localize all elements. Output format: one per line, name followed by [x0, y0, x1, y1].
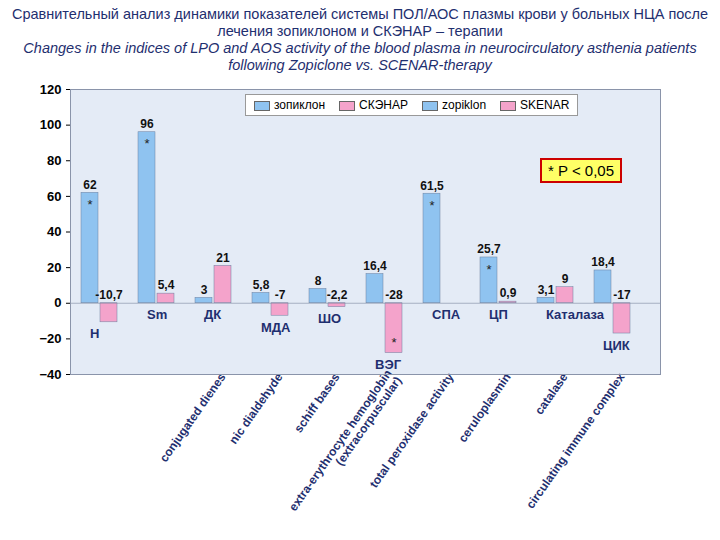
- svg-text:0: 0: [54, 295, 61, 310]
- svg-text:*: *: [429, 198, 434, 213]
- svg-text:9: 9: [562, 272, 569, 286]
- html-text:Changes in the indices of LPO: Changes in the indices of LPO and AOS ac…: [23, 40, 697, 73]
- svg-text:Sm: Sm: [147, 307, 167, 322]
- svg-text:5,8: 5,8: [253, 278, 270, 292]
- svg-text:*: *: [486, 262, 491, 277]
- svg-text:25,7: 25,7: [477, 242, 501, 256]
- svg-text:-2,2: -2,2: [327, 288, 348, 302]
- svg-text:schiff bases: schiff bases: [291, 370, 342, 435]
- svg-text:0,9: 0,9: [500, 286, 517, 300]
- svg-text:*: *: [87, 197, 92, 212]
- svg-text:-17: -17: [613, 288, 631, 302]
- svg-text:96: 96: [140, 117, 154, 131]
- svg-text:ceruloplasmin: ceruloplasmin: [455, 370, 513, 445]
- svg-text:extra-erythrocyte hemoglobin(e: extra-erythrocyte hemoglobin(extracorpus…: [286, 367, 404, 521]
- svg-text:total peroxidase activity: total peroxidase activity: [367, 370, 457, 490]
- svg-text:8: 8: [315, 274, 322, 288]
- html-text:зопиклон: зопиклон: [274, 98, 326, 112]
- html-text:СКЭНАР: СКЭНАР: [359, 98, 408, 112]
- svg-text:40: 40: [47, 224, 61, 239]
- svg-text:−20: −20: [39, 331, 61, 346]
- svg-text:*: *: [144, 136, 149, 151]
- svg-text:conjugated dienes: conjugated dienes: [157, 370, 229, 465]
- html-text:Сравнительный анализ динамики: Сравнительный анализ динамики показателе…: [11, 6, 709, 39]
- svg-text:МДА: МДА: [261, 320, 291, 335]
- svg-text:ЦП: ЦП: [489, 307, 508, 322]
- svg-text:120: 120: [40, 82, 62, 97]
- svg-text:catalase: catalase: [532, 370, 571, 417]
- svg-text:3,1: 3,1: [538, 283, 555, 297]
- svg-text:−40: −40: [39, 367, 61, 382]
- svg-text:nic dialdehyde: nic dialdehyde: [226, 370, 285, 447]
- svg-text:18,4: 18,4: [591, 255, 615, 269]
- svg-text:61,5: 61,5: [420, 179, 444, 193]
- svg-text:ДК: ДК: [204, 307, 221, 322]
- svg-text:5,4: 5,4: [158, 278, 175, 292]
- html-text:* P < 0,05: * P < 0,05: [548, 162, 614, 179]
- svg-text:20: 20: [47, 260, 61, 275]
- svg-text:100: 100: [40, 117, 62, 132]
- svg-text:circulating immune complex: circulating immune complex: [523, 370, 628, 511]
- svg-text:Каталаза: Каталаза: [546, 307, 605, 322]
- svg-text:*: *: [391, 335, 396, 350]
- svg-text:21: 21: [216, 251, 230, 265]
- svg-text:80: 80: [47, 153, 61, 168]
- svg-text:СПА: СПА: [432, 307, 461, 322]
- svg-text:ЦИК: ЦИК: [603, 338, 630, 353]
- svg-text:ШО: ШО: [318, 311, 341, 326]
- svg-text:16,4: 16,4: [363, 259, 387, 273]
- svg-text:Н: Н: [90, 326, 99, 341]
- svg-text:60: 60: [47, 189, 61, 204]
- svg-text:-7: -7: [275, 288, 286, 302]
- svg-text:3: 3: [201, 283, 208, 297]
- html-text:SKENAR: SKENAR: [520, 98, 570, 112]
- svg-text:-28: -28: [385, 288, 403, 302]
- svg-text:ВЭГ: ВЭГ: [375, 357, 402, 372]
- svg-text:-10,7: -10,7: [95, 288, 123, 302]
- html-text:zopiklon: zopiklon: [442, 98, 487, 112]
- svg-text:62: 62: [83, 178, 97, 192]
